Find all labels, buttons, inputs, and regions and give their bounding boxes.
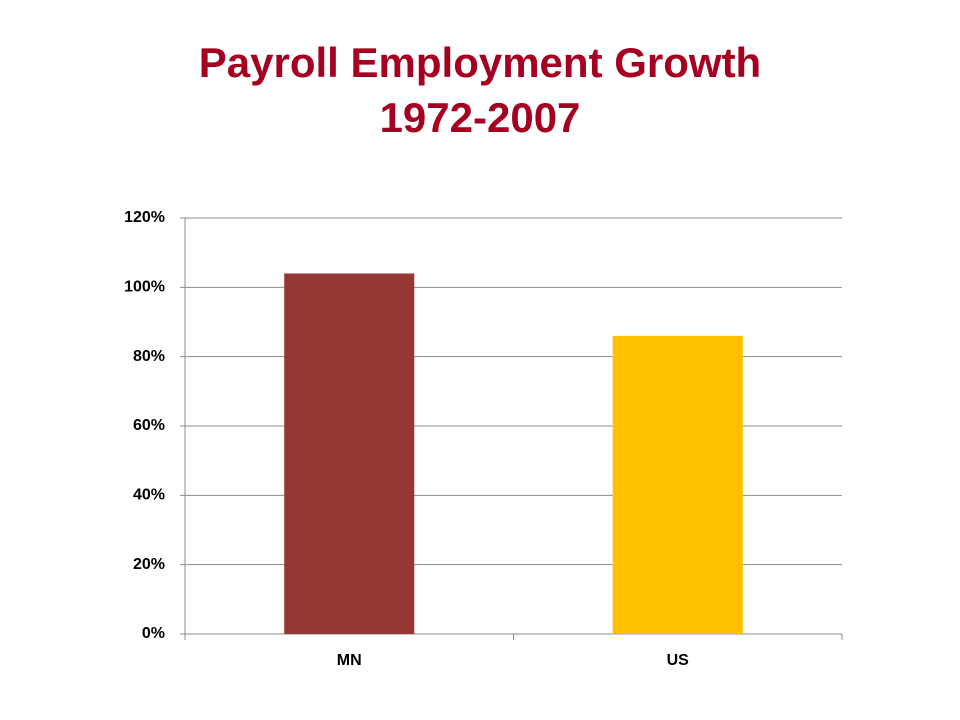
y-tick-label: 0% — [142, 625, 165, 642]
x-tick-label: US — [667, 652, 690, 669]
y-tick-label: 40% — [133, 487, 165, 504]
chart-subtitle: 1972-2007 — [380, 94, 581, 141]
y-tick-label: 120% — [124, 209, 165, 226]
x-tick-label: MN — [337, 652, 362, 669]
y-tick-label: 60% — [133, 417, 165, 434]
y-tick-label: 20% — [133, 556, 165, 573]
chart-title: Payroll Employment Growth — [199, 39, 761, 86]
bar — [284, 273, 415, 634]
y-tick-label: 80% — [133, 348, 165, 365]
y-tick-label: 100% — [124, 279, 165, 296]
bar — [612, 335, 743, 634]
